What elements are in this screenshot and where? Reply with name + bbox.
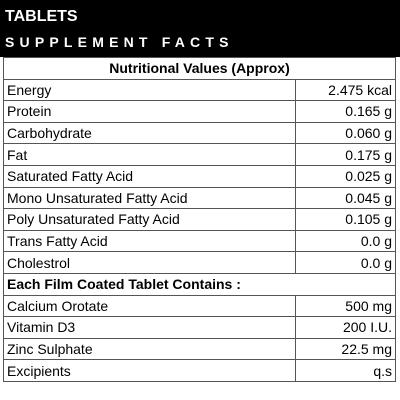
- facts-table: Nutritional Values (Approx) Energy 2.475 k…: [3, 57, 396, 382]
- nutrient-amount: 0.175 g: [295, 143, 396, 166]
- nutrient-name: Mono Unsaturated Fatty Acid: [3, 186, 296, 210]
- section-heading-row: Nutritional Values (Approx): [3, 57, 396, 80]
- fact-row: Protein 0.165 g: [3, 100, 396, 123]
- fact-row: Zinc Sulphate 22.5 mg: [3, 337, 396, 361]
- nutrient-amount: 0.0 g: [295, 251, 396, 274]
- nutrient-name: Calcium Orotate: [3, 294, 296, 318]
- nutrient-amount: 22.5 mg: [295, 337, 396, 361]
- section-heading: Each Film Coated Tablet Contains :: [3, 272, 396, 296]
- nutrient-name: Energy: [3, 78, 296, 102]
- nutrient-name: Excipients: [3, 359, 296, 382]
- nutrient-amount: 500 mg: [295, 294, 396, 318]
- nutrient-name: Carbohydrate: [3, 121, 296, 145]
- fact-row: Trans Fatty Acid 0.0 g: [3, 229, 396, 253]
- fact-row: Saturated Fatty Acid 0.025 g: [3, 164, 396, 188]
- nutrient-name: Saturated Fatty Acid: [3, 164, 296, 188]
- nutrient-amount: 0.045 g: [295, 186, 396, 210]
- header-bar: TABLETS SUPPLEMENT FACTS: [0, 0, 400, 57]
- fact-row: Calcium Orotate 500 mg: [3, 294, 396, 318]
- nutrient-name: Vitamin D3: [3, 316, 296, 339]
- fact-row: Vitamin D3 200 I.U.: [3, 316, 396, 339]
- fact-row: Cholestrol 0.0 g: [3, 251, 396, 274]
- nutrient-amount: 0.105 g: [295, 208, 396, 231]
- title: TABLETS: [5, 8, 78, 25]
- nutrient-amount: q.s: [295, 359, 396, 382]
- fact-row: Fat 0.175 g: [3, 143, 396, 166]
- nutrient-amount: 0.165 g: [295, 100, 396, 123]
- nutrient-amount: 0.060 g: [295, 121, 396, 145]
- nutrient-amount: 200 I.U.: [295, 316, 396, 339]
- subtitle: SUPPLEMENT FACTS: [5, 34, 234, 50]
- fact-row: Mono Unsaturated Fatty Acid 0.045 g: [3, 186, 396, 210]
- fact-row: Carbohydrate 0.060 g: [3, 121, 396, 145]
- nutrient-name: Zinc Sulphate: [3, 337, 296, 361]
- nutrient-name: Cholestrol: [3, 251, 296, 274]
- fact-row: Excipients q.s: [3, 359, 396, 382]
- nutrient-name: Trans Fatty Acid: [3, 229, 296, 253]
- nutrient-amount: 0.025 g: [295, 164, 396, 188]
- section-heading: Nutritional Values (Approx): [3, 57, 396, 80]
- nutrient-amount: 2.475 kcal: [295, 78, 396, 102]
- section-heading-row: Each Film Coated Tablet Contains :: [3, 272, 396, 296]
- fact-row: Poly Unsaturated Fatty Acid 0.105 g: [3, 208, 396, 231]
- nutrient-name: Fat: [3, 143, 296, 166]
- nutrient-name: Poly Unsaturated Fatty Acid: [3, 208, 296, 231]
- nutrient-name: Protein: [3, 100, 296, 123]
- fact-row: Energy 2.475 kcal: [3, 78, 396, 102]
- nutrient-amount: 0.0 g: [295, 229, 396, 253]
